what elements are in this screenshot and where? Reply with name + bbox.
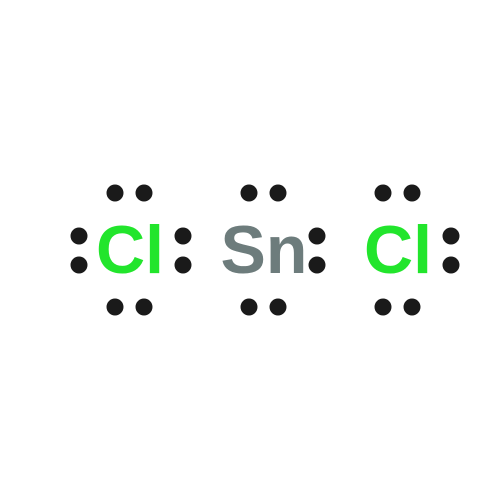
atom-label: Sn [221, 212, 308, 288]
electron-dot [443, 257, 460, 274]
electron-dot [71, 257, 88, 274]
electron-dot [309, 257, 326, 274]
lewis-structure-diagram: Cl Sn Cl [0, 0, 500, 500]
atom-label: Cl [96, 212, 164, 288]
atom-cl-right: Cl [364, 211, 432, 289]
electron-dot [107, 299, 124, 316]
electron-dot [443, 228, 460, 245]
electron-dot [270, 299, 287, 316]
electron-dot [375, 299, 392, 316]
electron-dot [71, 228, 88, 245]
electron-dot [404, 299, 421, 316]
electron-dot [404, 185, 421, 202]
electron-dot [107, 185, 124, 202]
electron-dot [136, 299, 153, 316]
atom-cl-left: Cl [96, 211, 164, 289]
electron-dot [175, 228, 192, 245]
electron-dot [270, 185, 287, 202]
atom-sn: Sn [221, 211, 308, 289]
electron-dot [175, 257, 192, 274]
electron-dot [136, 185, 153, 202]
electron-dot [241, 185, 258, 202]
electron-dot [241, 299, 258, 316]
electron-dot [309, 228, 326, 245]
electron-dot [375, 185, 392, 202]
atom-label: Cl [364, 212, 432, 288]
